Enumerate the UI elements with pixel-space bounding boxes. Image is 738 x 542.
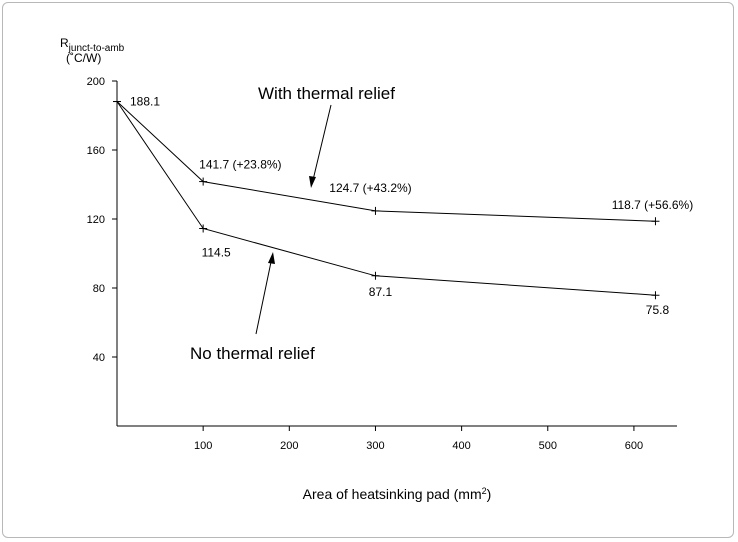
y-axis-label: Rjunct-to-amb xyxy=(60,36,125,54)
x-axis-label: Area of heatsinking pad (mm2) xyxy=(303,486,492,502)
data-label: 188.1 xyxy=(130,95,160,109)
series-line-0 xyxy=(116,101,656,222)
series-lines xyxy=(116,101,656,296)
x-tick-label: 300 xyxy=(366,440,384,452)
data-label: 75.8 xyxy=(646,303,670,317)
x-tick-label: 600 xyxy=(625,440,643,452)
data-label: 87.1 xyxy=(369,285,393,299)
data-label: 141.7 (+23.8%) xyxy=(199,158,281,172)
y-axis-units: (˚C/W) xyxy=(66,51,101,65)
arrow-no-relief-head xyxy=(268,252,275,264)
arrow-with-relief-head xyxy=(309,176,316,188)
axis-ticks: 100 200 300 400 500 600 40 80 120 160 200 xyxy=(87,76,643,452)
y-tick-label: 80 xyxy=(93,283,105,295)
y-tick-label: 160 xyxy=(87,145,105,157)
data-label: 124.7 (+43.2%) xyxy=(329,181,411,195)
data-label: 118.7 (+56.6%) xyxy=(612,198,694,212)
y-tick-label: 120 xyxy=(87,214,105,226)
axes xyxy=(116,81,677,427)
x-axis-label-sup: 2 xyxy=(482,486,487,496)
x-tick-label: 200 xyxy=(280,440,298,452)
data-markers xyxy=(113,97,660,300)
data-labels: 188.1 141.7 (+23.8%) 124.7 (+43.2%) 118.7 (… xyxy=(130,95,693,318)
annotation-no-thermal-relief: No thermal relief xyxy=(190,344,315,363)
y-axis-label-subscript: junct-to-amb xyxy=(68,43,125,54)
y-tick-label: 200 xyxy=(87,76,105,88)
x-tick-label: 500 xyxy=(539,440,557,452)
data-label: 114.5 xyxy=(202,245,231,259)
y-tick-label: 40 xyxy=(93,352,105,364)
arrow-no-relief-shaft xyxy=(255,261,272,335)
series-line-1 xyxy=(116,101,656,296)
x-tick-label: 400 xyxy=(452,440,470,452)
arrow-with-relief-shaft xyxy=(312,104,332,181)
annotation-with-thermal-relief: With thermal relief xyxy=(258,84,395,103)
x-tick-label: 100 xyxy=(194,440,212,452)
